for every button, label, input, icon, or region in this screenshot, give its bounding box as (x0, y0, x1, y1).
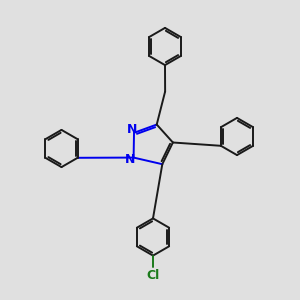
Text: Cl: Cl (146, 268, 160, 282)
Text: N: N (127, 123, 137, 136)
Text: N: N (125, 153, 135, 166)
